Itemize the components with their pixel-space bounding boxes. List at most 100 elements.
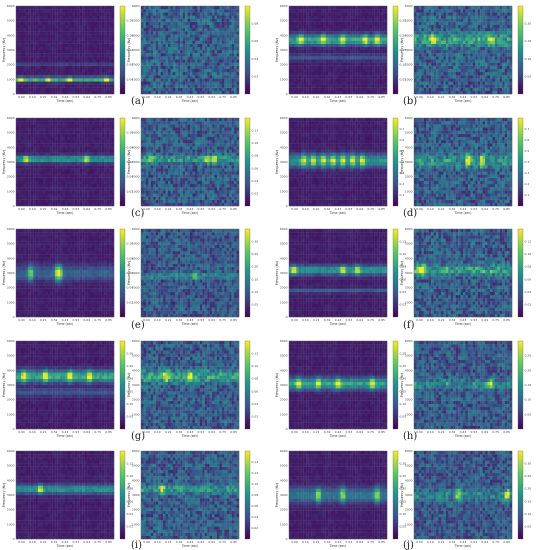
x-tick-label: 0.21 <box>40 540 47 544</box>
colorbar-tick-label: 0.12 <box>525 240 532 244</box>
colorbar-tick-label: 0.25 <box>525 354 532 358</box>
x-tick-label: 0.43 <box>460 430 467 434</box>
noise-spectrogram-panel: 0.00 0.10 0.21 0.32 0.43 0.53 0.64 0.75 0.85 1000… <box>127 227 258 326</box>
y-tick-label: 4000 <box>280 145 288 149</box>
y-tick-label: 2000 <box>7 63 15 67</box>
plot-frame <box>15 450 115 540</box>
colorbar-tick-label: 0.3 <box>525 171 530 175</box>
plot-frame <box>140 117 240 207</box>
y-tick-label: 5000 <box>132 131 140 135</box>
x-tick-label: 0.32 <box>176 430 183 434</box>
x-tick-label: 0.00 <box>18 430 25 434</box>
x-tick-label: 0.00 <box>143 318 150 322</box>
y-tick-label: 6000 <box>280 4 288 8</box>
plot-frame <box>140 450 240 540</box>
noise-spectrogram-panel: 0.00 0.10 0.21 0.32 0.43 0.53 0.64 0.75 0.85 1000… <box>127 449 258 548</box>
colorbar-tick-label: 0.6 <box>525 138 530 142</box>
x-tick-label: 0.64 <box>356 318 363 322</box>
colorbar-tick-label: 0.15 <box>127 389 134 393</box>
x-tick-label: 0.10 <box>302 318 309 322</box>
x-tick-label: 0.21 <box>438 318 445 322</box>
y-tick-label: 4000 <box>405 368 413 372</box>
x-tick-label: 0.85 <box>105 95 112 99</box>
colorbar-tick-label: 0.5 <box>400 149 405 153</box>
x-tick-label: 0.64 <box>481 207 488 211</box>
colorbar-tick-label: 0.08 <box>127 256 134 260</box>
colorbar-tick-label: 0.02 <box>252 191 259 195</box>
plot-frame <box>15 228 115 318</box>
colorbar-tick-label: 0.06 <box>127 160 134 164</box>
colorbar-tick-label: 0.4 <box>400 160 405 164</box>
y-tick-label: 3000 <box>405 48 413 52</box>
x-tick-label: 0.21 <box>40 95 47 99</box>
colorbar-tick-label: 0.02 <box>127 524 134 528</box>
spectrogram-panel: 0.00 0.10 0.21 0.32 0.43 0.53 0.64 0.75 0.85 0 100… <box>275 4 406 103</box>
colorbar-tick-label: 0.2 <box>525 182 530 186</box>
colorbar-tick-label: 0.12 <box>400 240 407 244</box>
y-tick-label: 2000 <box>7 398 15 402</box>
x-tick-label: 0.75 <box>94 430 101 434</box>
y-tick-label: 1000 <box>7 189 15 193</box>
y-tick-label: 1000 <box>280 412 288 416</box>
x-tick-label: 0.43 <box>187 318 194 322</box>
colorbar-tick-label: 0.25 <box>127 364 134 368</box>
colorbar-tick-label: 0.10 <box>400 63 407 67</box>
y-tick-label: 3000 <box>7 160 15 164</box>
x-tick-label: 0.00 <box>143 95 150 99</box>
spectrogram-panel: 0.00 0.10 0.21 0.32 0.43 0.53 0.64 0.75 0.85 0 100… <box>2 339 133 438</box>
noise-spectrogram-panel: 0.00 0.10 0.21 0.32 0.43 0.53 0.64 0.75 0.85 1000… <box>400 339 531 438</box>
colorbar-tick-label: 0.06 <box>252 504 259 508</box>
y-tick-label: 2000 <box>132 398 140 402</box>
colorbar-tick-label: 0.05 <box>252 302 259 306</box>
x-axis-label: Time (sec) <box>56 434 74 438</box>
y-tick-label: 5000 <box>280 19 288 23</box>
x-tick-label: 0.75 <box>94 318 101 322</box>
x-tick-label: 0.75 <box>219 430 226 434</box>
x-tick-label: 0.64 <box>83 95 90 99</box>
x-tick-label: 0.43 <box>335 207 342 211</box>
x-axis-label: Time (sec) <box>56 99 74 103</box>
y-tick-label: 6000 <box>7 227 15 231</box>
colorbar-tick-label: 0.20 <box>400 377 407 381</box>
colorbar-tick-label: 0.20 <box>400 487 407 491</box>
y-axis-label: Frequency (Hz) <box>2 150 6 174</box>
y-tick-label: 6000 <box>7 339 15 343</box>
x-tick-label: 0.10 <box>302 430 309 434</box>
x-tick-label: 0.21 <box>313 318 320 322</box>
x-tick-label: 0.75 <box>94 95 101 99</box>
x-tick-label: 0.53 <box>198 95 205 99</box>
plot-frame <box>288 5 388 95</box>
colorbar-tick-label: 0.06 <box>252 166 259 170</box>
x-tick-label: 0.43 <box>62 540 69 544</box>
colorbar-tick-label: 0.08 <box>252 493 259 497</box>
y-tick-label: 5000 <box>405 131 413 135</box>
noise-spectrogram-panel: 0.00 0.10 0.21 0.32 0.43 0.53 0.64 0.75 0.85 1000… <box>127 4 258 103</box>
colorbar-tick-label: 0.05 <box>525 524 532 528</box>
y-tick-label: 5000 <box>280 464 288 468</box>
y-tick-label: 2000 <box>280 63 288 67</box>
x-tick-label: 0.21 <box>438 430 445 434</box>
x-tick-label: 0.10 <box>29 318 36 322</box>
x-tick-label: 0.10 <box>29 430 36 434</box>
y-axis-label: Frequency (Hz) <box>400 150 404 174</box>
y-tick-label: 4000 <box>280 368 288 372</box>
colorbar-tick-label: 0.15 <box>525 383 532 387</box>
x-tick-label: 0.53 <box>346 207 353 211</box>
x-tick-label: 0.10 <box>154 207 161 211</box>
x-tick-label: 0.00 <box>18 207 25 211</box>
colorbar <box>392 5 399 95</box>
colorbar-tick-label: 0.25 <box>400 19 407 23</box>
colorbar-tick-label: 0.1 <box>400 193 405 197</box>
y-tick-label: 3000 <box>280 493 288 497</box>
y-tick-label: 3000 <box>405 383 413 387</box>
x-axis-label: Time (sec) <box>329 211 347 215</box>
y-tick-label: 1000 <box>280 300 288 304</box>
x-tick-label: 0.00 <box>416 430 423 434</box>
x-tick-label: 0.53 <box>346 318 353 322</box>
y-tick-label: 1000 <box>280 522 288 526</box>
x-tick-label: 0.64 <box>83 318 90 322</box>
x-tick-label: 0.00 <box>291 540 298 544</box>
colorbar-tick-label: 0.30 <box>127 352 134 356</box>
colorbar <box>517 340 524 430</box>
x-tick-label: 0.00 <box>416 95 423 99</box>
